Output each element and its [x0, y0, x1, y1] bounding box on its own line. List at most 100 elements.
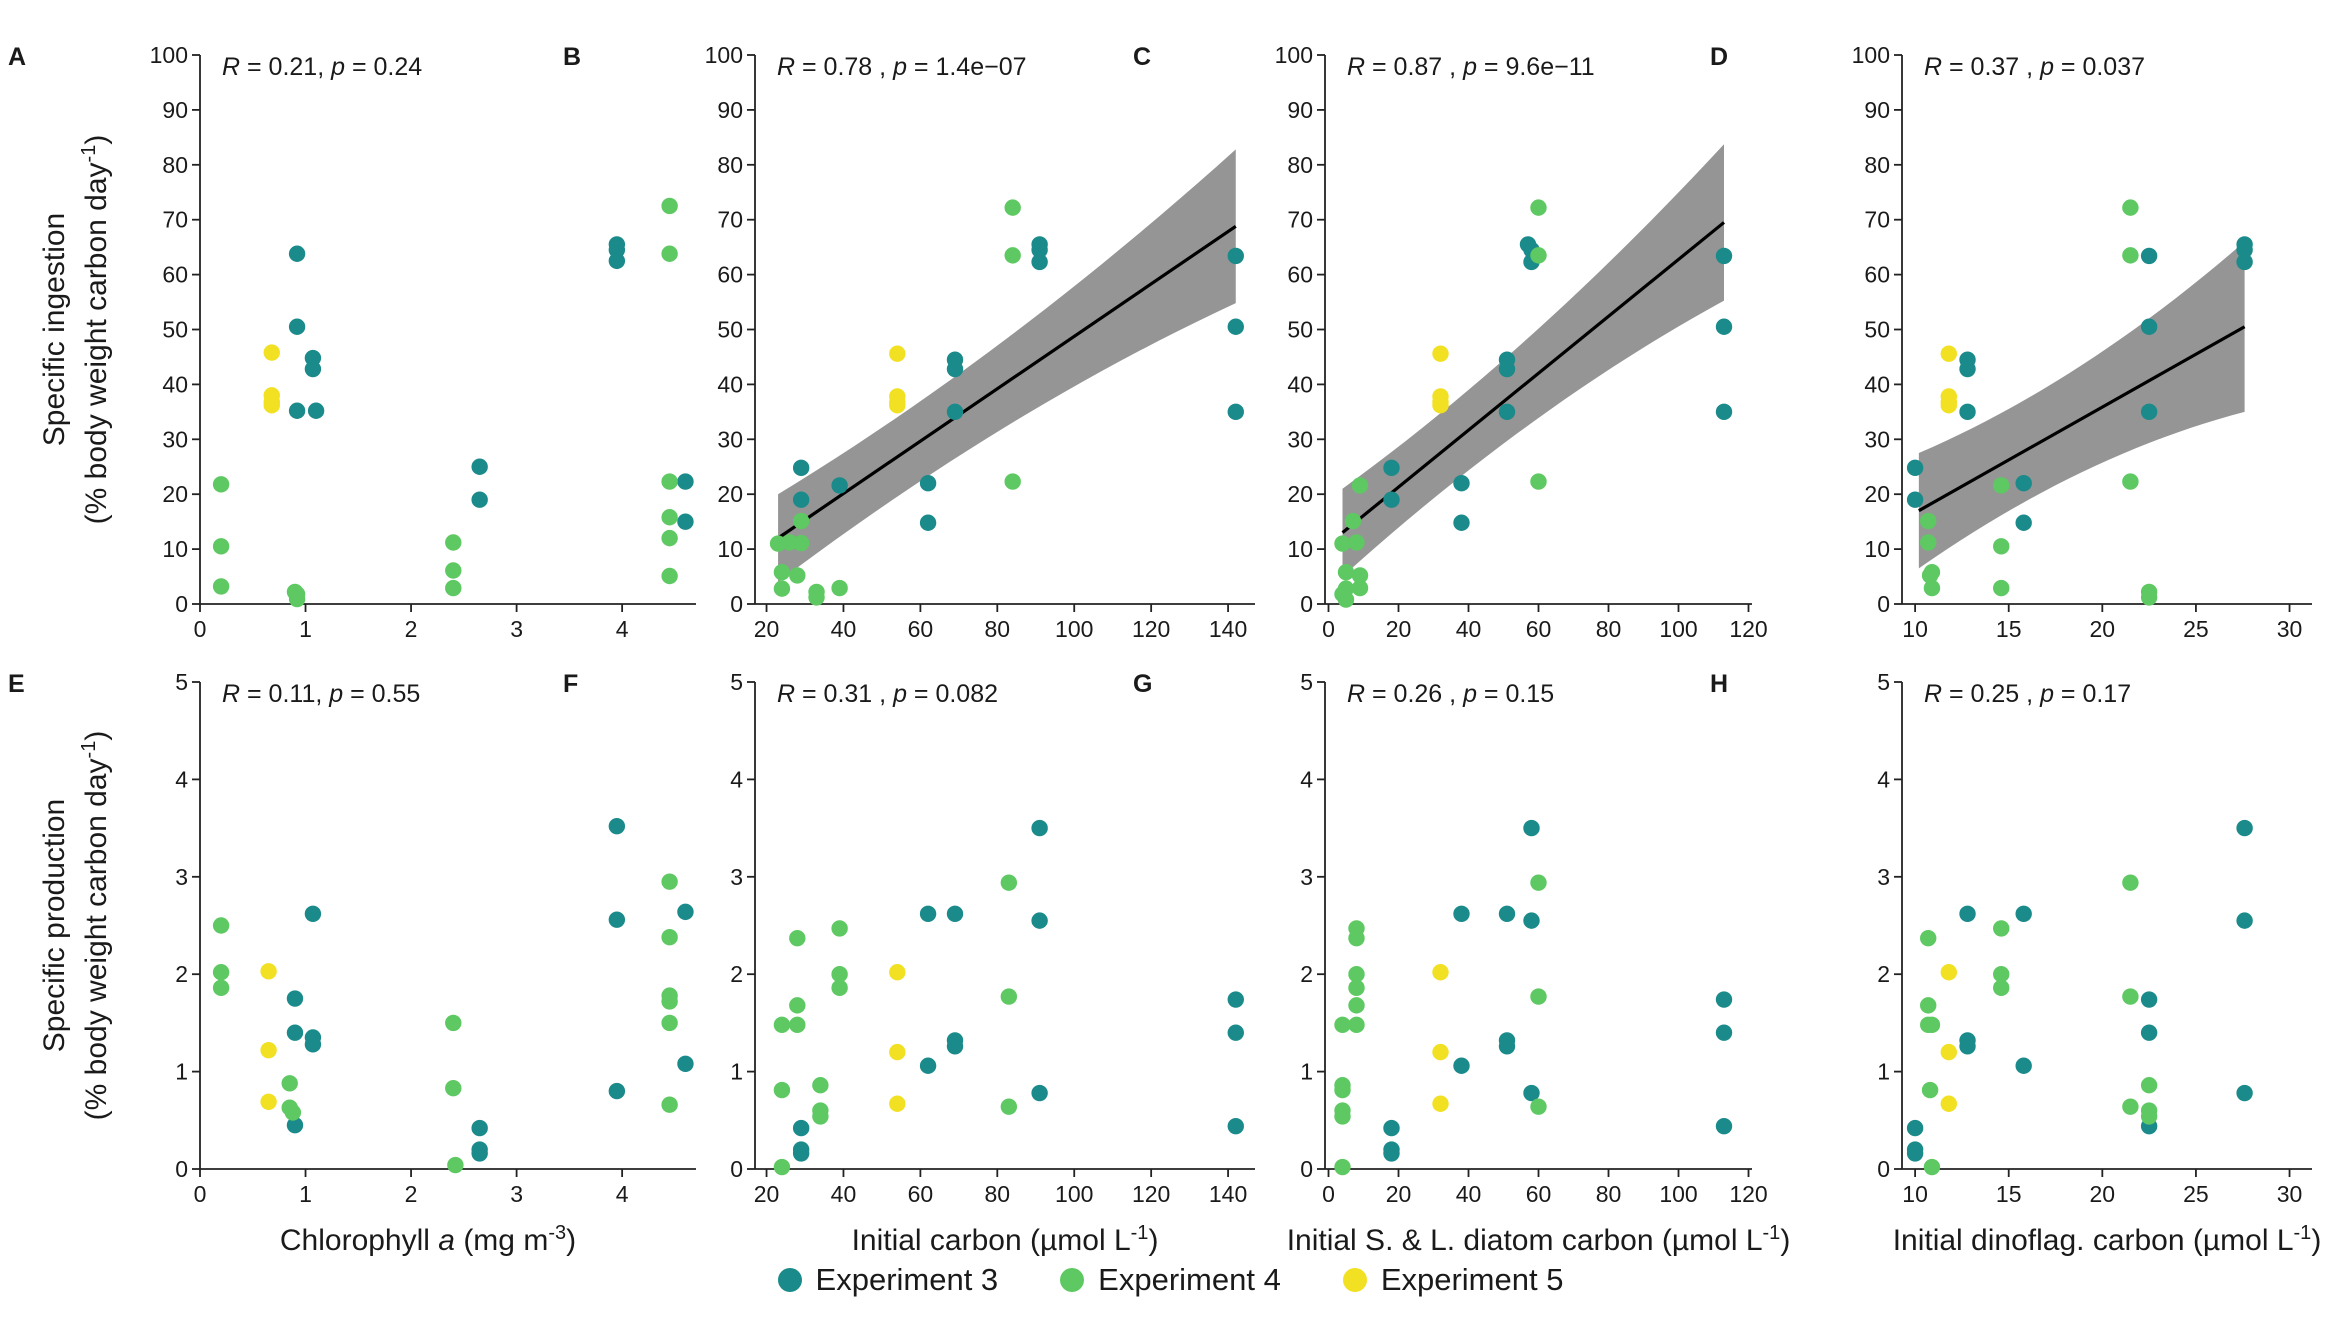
- y-tick-label: 5: [1877, 669, 1890, 695]
- point-experiment-4: [1920, 929, 1937, 947]
- point-experiment-4: [831, 579, 848, 597]
- point-experiment-4: [1530, 988, 1547, 1005]
- point-experiment-3: [286, 990, 304, 1007]
- x-tick-label: 60: [908, 1181, 934, 1207]
- point-experiment-3: [304, 360, 322, 378]
- point-experiment-4: [445, 1014, 462, 1032]
- point-experiment-4: [789, 929, 806, 947]
- point-experiment-3: [946, 905, 964, 923]
- x-tick-label: 15: [1996, 616, 2022, 642]
- y-tick-label: 0: [1300, 1156, 1313, 1182]
- x-tick-label: 20: [1386, 1181, 1412, 1207]
- point-experiment-3: [792, 459, 810, 477]
- point-experiment-3: [2140, 1024, 2158, 1041]
- point-experiment-5: [1940, 345, 1958, 362]
- point-experiment-3: [1715, 318, 1733, 335]
- point-experiment-4: [1348, 929, 1365, 947]
- x-axis-title: Chlorophyll a (mg m-3): [280, 1222, 576, 1257]
- y-tick-label: 3: [1877, 864, 1890, 890]
- point-experiment-4: [212, 538, 230, 555]
- panel-label: H: [1710, 670, 1728, 698]
- y-tick-label: 50: [162, 317, 188, 343]
- y-tick-label: 80: [162, 152, 188, 178]
- point-experiment-4: [1923, 1016, 1941, 1034]
- point-experiment-3: [288, 318, 306, 335]
- y-tick-label: 20: [162, 481, 188, 507]
- x-tick-label: 40: [1456, 1181, 1482, 1207]
- stat-annotation: R = 0.87 , p = 9.6e−11: [1347, 53, 1595, 81]
- point-experiment-3: [1453, 475, 1470, 492]
- x-tick-label: 0: [194, 1181, 207, 1207]
- y-tick-label: 3: [1300, 864, 1313, 890]
- point-experiment-4: [1530, 247, 1547, 264]
- point-experiment-3: [919, 475, 937, 492]
- point-experiment-4: [288, 590, 306, 608]
- point-experiment-3: [2236, 912, 2253, 929]
- point-experiment-3: [1959, 1038, 1976, 1055]
- point-experiment-4: [1920, 534, 1937, 551]
- point-experiment-3: [471, 491, 488, 508]
- y-tick-label: 50: [1864, 317, 1890, 343]
- point-experiment-3: [1031, 241, 1048, 259]
- point-experiment-3: [471, 1145, 488, 1162]
- x-tick-label: 20: [1386, 616, 1412, 642]
- point-experiment-4: [789, 567, 806, 584]
- point-experiment-5: [260, 1093, 277, 1110]
- point-experiment-4: [2122, 1098, 2139, 1115]
- point-experiment-5: [1432, 397, 1449, 414]
- x-axis-title: Initial S. & L. diatom carbon (µmol L-1): [1287, 1222, 1791, 1257]
- point-experiment-5: [1432, 1043, 1449, 1061]
- point-experiment-4: [1351, 579, 1369, 597]
- point-experiment-4: [1348, 979, 1365, 997]
- point-experiment-3: [1715, 403, 1733, 421]
- y-tick-label: 80: [1287, 152, 1313, 178]
- point-experiment-3: [1906, 459, 1924, 477]
- point-experiment-4: [2140, 1108, 2158, 1125]
- point-experiment-4: [1993, 579, 2010, 597]
- point-experiment-4: [1993, 966, 2010, 983]
- panel-label: D: [1710, 43, 1728, 71]
- point-experiment-3: [471, 1119, 488, 1137]
- point-experiment-4: [773, 580, 791, 597]
- x-tick-label: 4: [616, 1181, 629, 1207]
- y-tick-label: 100: [705, 42, 743, 68]
- point-experiment-3: [1453, 514, 1470, 531]
- panel-b: B 0 10 20 30 40 50 60 70 80 90 100 20 40 60 80 100 120 140…: [563, 42, 1255, 642]
- y-tick-label: 40: [162, 371, 188, 397]
- x-tick-label: 80: [1596, 616, 1622, 642]
- point-experiment-3: [677, 513, 694, 530]
- point-experiment-3: [831, 477, 848, 494]
- x-tick-label: 60: [1526, 1181, 1552, 1207]
- point-experiment-4: [661, 473, 678, 490]
- point-experiment-4: [661, 529, 678, 547]
- x-tick-label: 120: [1729, 616, 1767, 642]
- confidence-band: [778, 149, 1236, 583]
- point-experiment-4: [1993, 920, 2010, 937]
- point-experiment-3: [1906, 491, 1924, 508]
- point-experiment-4: [2122, 247, 2139, 264]
- legend-item-experiment-4: Experiment 4: [1060, 1262, 1281, 1298]
- legend-marker-experiment-5: [1342, 1268, 1367, 1292]
- point-experiment-3: [677, 903, 694, 921]
- panel-label: G: [1133, 670, 1152, 698]
- y-tick-label: 40: [1287, 371, 1313, 397]
- point-experiment-4: [1000, 1098, 1018, 1115]
- x-tick-label: 100: [1659, 616, 1697, 642]
- y-tick-label: 60: [162, 262, 188, 288]
- y-tick-label: 0: [175, 1156, 188, 1182]
- point-experiment-3: [1453, 905, 1470, 923]
- x-tick-label: 80: [1596, 1181, 1622, 1207]
- point-experiment-4: [831, 920, 848, 937]
- x-tick-label: 1: [299, 1181, 312, 1207]
- point-experiment-4: [1334, 535, 1351, 552]
- point-experiment-5: [889, 964, 906, 981]
- point-experiment-4: [1344, 512, 1362, 530]
- point-experiment-3: [307, 402, 325, 419]
- point-experiment-3: [304, 1036, 322, 1053]
- y-tick-label: 3: [730, 864, 743, 890]
- point-experiment-3: [1498, 905, 1516, 923]
- point-experiment-3: [608, 817, 626, 835]
- point-experiment-5: [1432, 345, 1449, 362]
- point-experiment-4: [661, 993, 678, 1010]
- point-experiment-3: [919, 514, 937, 531]
